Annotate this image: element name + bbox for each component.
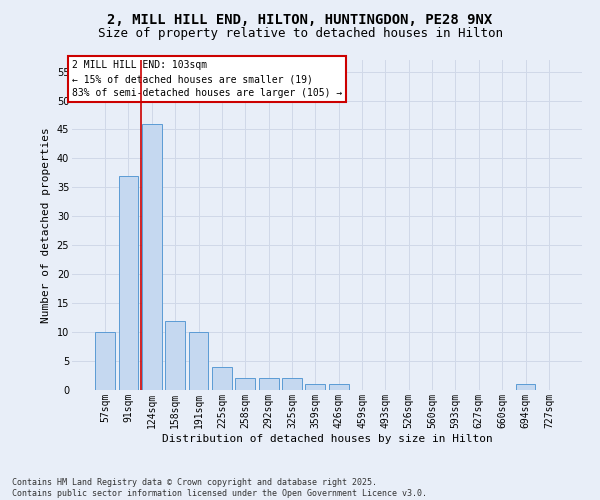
Bar — [329, 384, 349, 390]
Bar — [282, 378, 302, 390]
Bar — [259, 378, 278, 390]
X-axis label: Distribution of detached houses by size in Hilton: Distribution of detached houses by size … — [161, 434, 493, 444]
Bar — [235, 378, 255, 390]
Text: 2 MILL HILL END: 103sqm
← 15% of detached houses are smaller (19)
83% of semi-de: 2 MILL HILL END: 103sqm ← 15% of detache… — [72, 60, 342, 98]
Text: 2, MILL HILL END, HILTON, HUNTINGDON, PE28 9NX: 2, MILL HILL END, HILTON, HUNTINGDON, PE… — [107, 12, 493, 26]
Bar — [212, 367, 232, 390]
Bar — [305, 384, 325, 390]
Text: Size of property relative to detached houses in Hilton: Size of property relative to detached ho… — [97, 28, 503, 40]
Bar — [515, 384, 535, 390]
Bar — [165, 320, 185, 390]
Y-axis label: Number of detached properties: Number of detached properties — [41, 127, 51, 323]
Bar — [119, 176, 139, 390]
Bar — [188, 332, 208, 390]
Bar — [95, 332, 115, 390]
Text: Contains HM Land Registry data © Crown copyright and database right 2025.
Contai: Contains HM Land Registry data © Crown c… — [12, 478, 427, 498]
Bar — [142, 124, 162, 390]
